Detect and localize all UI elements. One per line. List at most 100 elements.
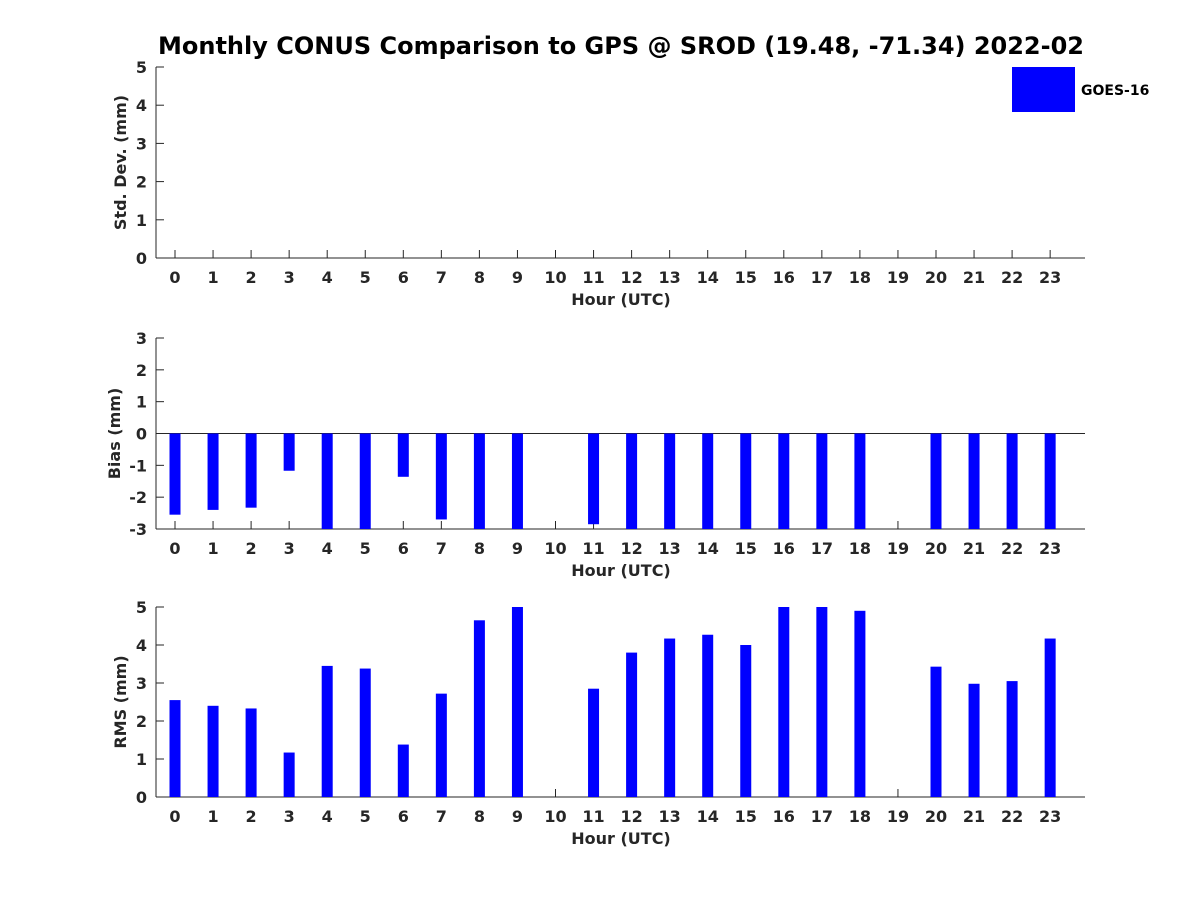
x-tick-label: 11 — [582, 268, 604, 287]
bar-hour-4 — [321, 433, 333, 529]
x-tick-label: 21 — [963, 807, 985, 826]
x-tick-label: 22 — [1001, 268, 1023, 287]
bar-hour-20 — [930, 433, 942, 529]
y-tick-label: 4 — [136, 96, 147, 115]
y-tick-label: 3 — [136, 134, 147, 153]
x-tick-label: 3 — [284, 268, 295, 287]
y-tick-label: -2 — [129, 488, 147, 507]
bar-hour-4 — [321, 665, 333, 797]
x-tick-label: 14 — [697, 268, 719, 287]
bar-hour-6 — [397, 433, 409, 477]
x-tick-label: 16 — [773, 807, 795, 826]
x-tick-label: 22 — [1001, 539, 1023, 558]
x-tick-label: 17 — [811, 807, 833, 826]
y-tick-label: -1 — [129, 456, 147, 475]
x-tick-label: 10 — [544, 539, 566, 558]
bar-hour-16 — [778, 433, 790, 529]
bar-hour-21 — [968, 683, 980, 797]
bar-hour-17 — [816, 433, 828, 529]
x-tick-label: 15 — [735, 268, 757, 287]
y-axis-label: Std. Dev. (mm) — [111, 95, 130, 230]
bar-hour-9 — [511, 607, 523, 797]
x-tick-label: 7 — [436, 807, 447, 826]
x-tick-label: 12 — [620, 268, 642, 287]
x-tick-label: 5 — [360, 807, 371, 826]
y-tick-label: 1 — [136, 211, 147, 230]
x-axis-label: Hour (UTC) — [571, 561, 671, 580]
x-tick-label: 20 — [925, 807, 947, 826]
bar-hour-9 — [511, 433, 523, 529]
y-tick-label: 2 — [136, 173, 147, 192]
bar-hour-0 — [169, 433, 181, 515]
legend-swatch — [1012, 67, 1075, 112]
bar-hour-5 — [359, 433, 371, 529]
x-tick-label: 20 — [925, 268, 947, 287]
bar-hour-20 — [930, 666, 942, 797]
x-tick-label: 23 — [1039, 268, 1061, 287]
x-tick-label: 18 — [849, 539, 871, 558]
x-tick-label: 7 — [436, 539, 447, 558]
y-tick-label: 1 — [136, 750, 147, 769]
x-tick-label: 8 — [474, 539, 485, 558]
x-tick-label: 13 — [659, 539, 681, 558]
x-axis-label: Hour (UTC) — [571, 290, 671, 309]
x-tick-label: 19 — [887, 268, 909, 287]
bar-hour-11 — [588, 433, 600, 525]
bar-hour-22 — [1006, 433, 1018, 529]
bar-hour-2 — [245, 708, 257, 797]
bar-hour-14 — [702, 634, 714, 797]
y-axis-label: Bias (mm) — [105, 388, 124, 480]
x-tick-label: 12 — [620, 539, 642, 558]
x-tick-label: 4 — [322, 807, 333, 826]
x-tick-label: 13 — [659, 268, 681, 287]
bar-hour-15 — [740, 645, 752, 797]
x-tick-label: 22 — [1001, 807, 1023, 826]
bar-hour-1 — [207, 433, 219, 510]
bar-hour-23 — [1044, 433, 1056, 529]
x-tick-label: 10 — [544, 268, 566, 287]
bar-hour-18 — [854, 610, 866, 797]
x-tick-label: 5 — [360, 539, 371, 558]
x-tick-label: 11 — [582, 807, 604, 826]
x-tick-label: 6 — [398, 539, 409, 558]
x-tick-label: 23 — [1039, 807, 1061, 826]
bar-hour-5 — [359, 668, 371, 797]
bar-hour-21 — [968, 433, 980, 529]
x-tick-label: 9 — [512, 539, 523, 558]
x-tick-label: 19 — [887, 807, 909, 826]
bar-hour-2 — [245, 433, 257, 508]
y-tick-label: 0 — [136, 788, 147, 807]
y-tick-label: 5 — [136, 58, 147, 77]
bar-hour-15 — [740, 433, 752, 529]
bar-hour-11 — [588, 688, 600, 797]
y-tick-label: 0 — [136, 249, 147, 268]
x-tick-label: 23 — [1039, 539, 1061, 558]
bar-hour-12 — [626, 652, 638, 797]
x-tick-label: 4 — [322, 539, 333, 558]
x-tick-label: 9 — [512, 268, 523, 287]
y-tick-label: 0 — [136, 425, 147, 444]
x-tick-label: 8 — [474, 268, 485, 287]
x-tick-label: 14 — [697, 807, 719, 826]
x-tick-label: 17 — [811, 268, 833, 287]
x-tick-label: 8 — [474, 807, 485, 826]
x-tick-label: 17 — [811, 539, 833, 558]
bar-hour-3 — [283, 433, 295, 471]
x-tick-label: 7 — [436, 268, 447, 287]
y-tick-label: 3 — [136, 674, 147, 693]
x-tick-label: 1 — [207, 539, 218, 558]
bar-hour-17 — [816, 607, 828, 797]
bar-hour-0 — [169, 700, 181, 797]
x-tick-label: 19 — [887, 539, 909, 558]
legend: GOES-16 — [1012, 67, 1149, 112]
x-tick-label: 20 — [925, 539, 947, 558]
x-tick-label: 13 — [659, 807, 681, 826]
bar-hour-6 — [397, 744, 409, 797]
y-tick-label: 5 — [136, 598, 147, 617]
y-tick-label: 1 — [136, 393, 147, 412]
bar-hour-7 — [435, 433, 447, 520]
